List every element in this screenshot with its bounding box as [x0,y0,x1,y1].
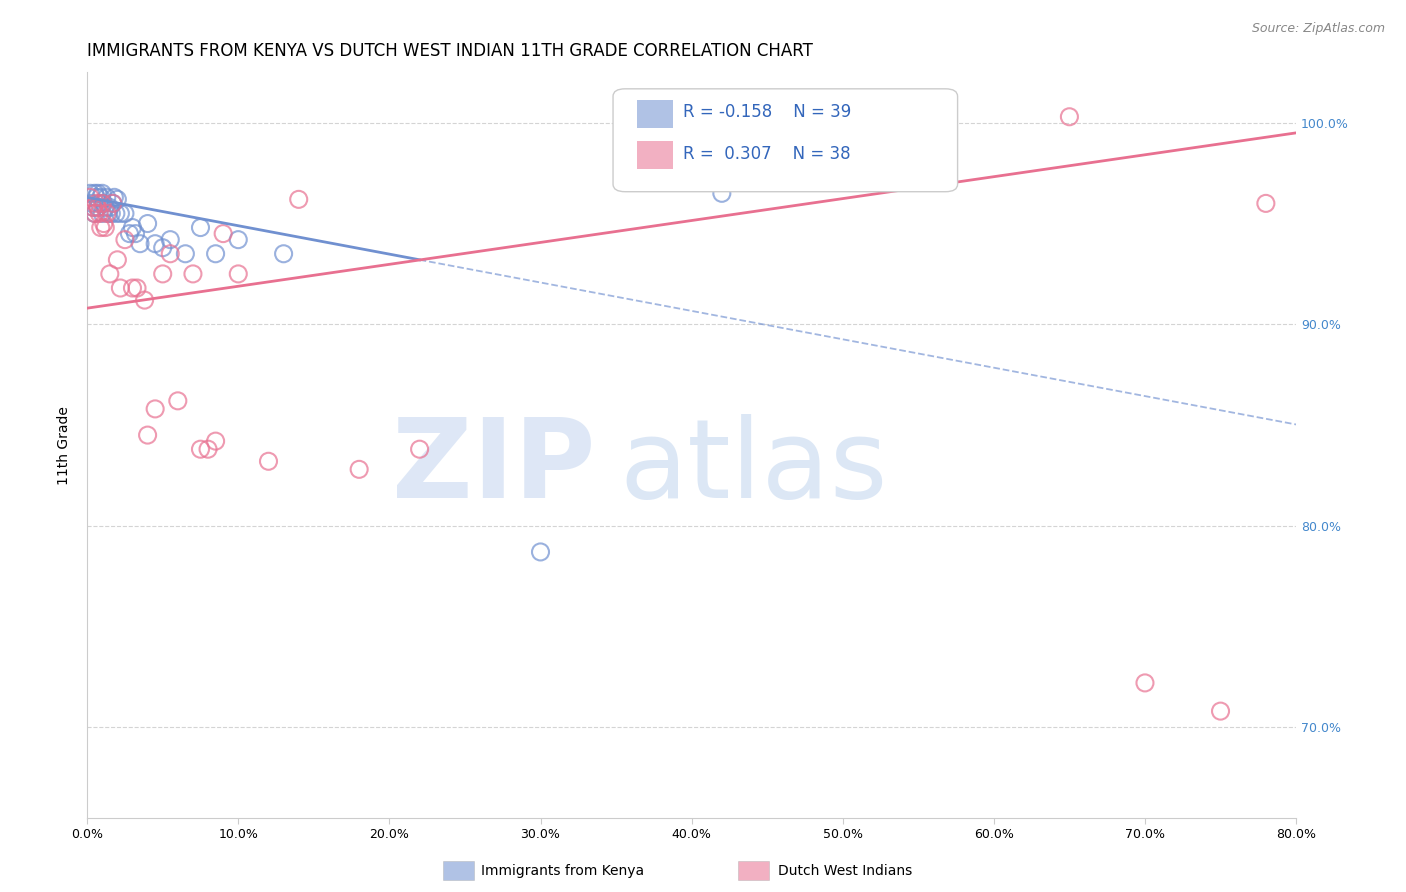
Point [84,190,107,204]
Point [121,220,143,235]
Point [94,201,117,215]
Point [83,206,105,220]
Text: Immigrants from Kenya: Immigrants from Kenya [481,863,644,878]
Point [159,246,181,260]
Point [100,206,122,220]
Point [104,206,127,220]
Point [105,252,128,267]
Point [114,206,136,220]
Point [84,196,107,211]
Point [93,196,115,211]
Text: atlas: atlas [619,414,887,521]
Point [80,196,103,211]
Text: R = -0.158    N = 39: R = -0.158 N = 39 [683,103,852,121]
Point [89,196,111,211]
FancyBboxPatch shape [613,89,957,192]
Point [87,201,110,215]
Point [347,462,370,476]
Text: IMMIGRANTS FROM KENYA VS DUTCH WEST INDIAN 11TH GRADE CORRELATION CHART: IMMIGRANTS FROM KENYA VS DUTCH WEST INDI… [87,42,813,60]
Point [110,206,132,220]
Point [1254,196,1277,211]
Point [710,186,733,201]
Point [124,227,146,241]
Point [136,217,159,231]
Point [101,196,124,211]
Point [159,233,181,247]
Point [529,545,551,559]
Point [181,267,204,281]
Bar [637,141,673,169]
Point [408,442,430,457]
Text: R =  0.307    N = 38: R = 0.307 N = 38 [683,145,851,162]
Point [96,190,118,204]
Point [190,220,212,235]
Point [125,281,148,295]
Point [105,192,128,206]
Point [91,196,114,211]
Point [87,186,110,201]
Point [82,201,104,215]
Point [98,201,121,215]
Point [79,190,101,204]
Point [1133,676,1156,690]
Point [1209,704,1232,718]
Point [103,190,125,204]
Point [121,281,143,295]
Point [87,201,110,215]
Point [94,220,117,235]
Point [89,206,111,220]
Point [1059,110,1081,124]
Point [212,227,235,241]
Point [96,206,118,220]
Point [134,293,156,307]
Point [90,190,112,204]
Point [204,246,226,260]
Point [101,196,124,211]
Point [152,267,174,281]
Point [257,454,280,468]
Point [110,281,132,295]
Point [98,267,121,281]
Point [143,401,166,416]
Point [97,206,120,220]
Point [90,220,112,235]
Point [93,217,115,231]
Point [129,236,152,251]
Point [136,428,159,442]
Point [273,246,295,260]
Point [287,192,309,206]
Point [83,206,105,220]
Point [91,206,114,220]
Point [82,201,104,215]
Point [166,393,188,408]
Text: Dutch West Indians: Dutch West Indians [778,863,911,878]
Point [197,442,219,457]
Point [226,267,249,281]
Point [114,233,136,247]
Point [174,246,197,260]
Y-axis label: 11th Grade: 11th Grade [58,406,72,484]
Text: Source: ZipAtlas.com: Source: ZipAtlas.com [1251,22,1385,36]
Point [143,236,166,251]
Point [91,186,114,201]
Point [190,442,212,457]
Point [118,227,141,241]
Point [152,241,174,255]
Point [83,186,105,201]
Point [204,434,226,449]
Bar [637,100,673,128]
Point [79,186,101,201]
Point [226,233,249,247]
Text: ZIP: ZIP [391,414,595,521]
